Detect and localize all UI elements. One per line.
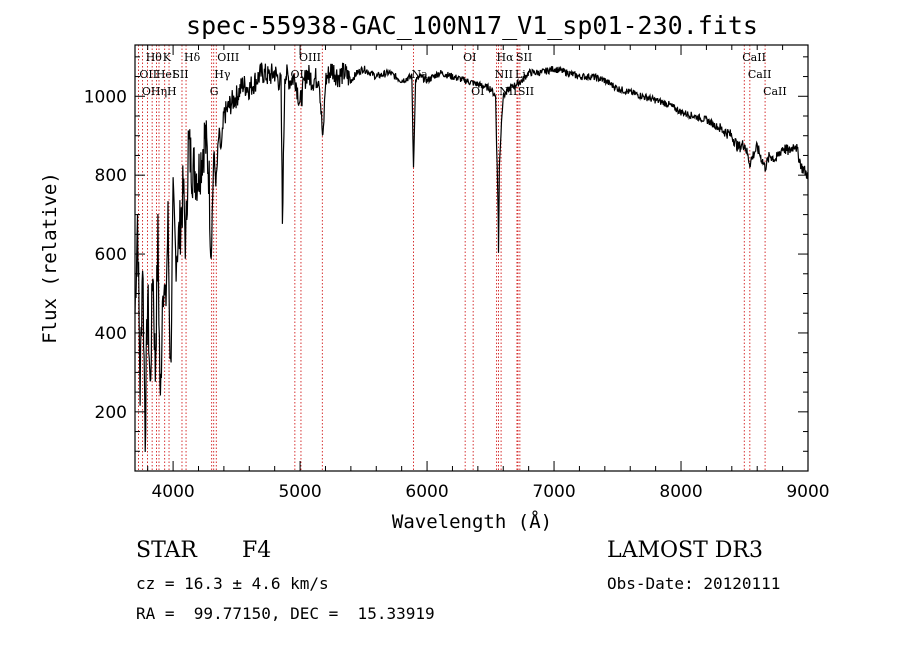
object-subclass: F4 [242, 538, 272, 563]
y-axis-label: Flux (relative) [39, 172, 61, 344]
annotation-14: OI [463, 51, 476, 64]
y-tick-label: 1000 [84, 87, 127, 107]
object-class: STAR [136, 538, 197, 563]
annotation-8: OIII [217, 51, 239, 64]
obs-date-text: Obs-Date: 20120111 [607, 574, 781, 593]
x-tick-label: 7000 [532, 482, 575, 502]
annotation-7: H [167, 85, 177, 98]
chart-title: spec-55938-GAC_100N17_V1_sp01-230.fits [186, 11, 758, 40]
annotation-22: CaII [742, 51, 766, 64]
x-tick-label: 6000 [405, 482, 448, 502]
annotation-10: G [210, 85, 219, 98]
annotation-4: HeI [156, 68, 176, 81]
annotation-2: Hδ [184, 51, 201, 64]
x-tick-label: 9000 [786, 482, 829, 502]
annotation-16: Hα [497, 51, 515, 64]
y-tick-label: 400 [95, 324, 127, 344]
annotation-21: SII [518, 85, 534, 98]
x-axis-label: Wavelength (Å) [392, 510, 552, 533]
annotation-17: SII [516, 51, 532, 64]
annotation-19: Li [515, 68, 526, 81]
y-tick-label: 800 [95, 166, 127, 186]
annotation-6: OHη [142, 85, 167, 98]
plot-frame [134, 44, 809, 472]
x-tick-label: 5000 [278, 482, 321, 502]
annotation-23: CaII [748, 68, 772, 81]
annotation-0: Hθ [146, 51, 163, 64]
x-tick-label: 8000 [659, 482, 702, 502]
y-tick-label: 200 [95, 403, 127, 423]
axis-ticks: 4000 5000 6000 7000 8000 9000 200 400 600 800 1000 [84, 45, 830, 502]
spectrum-line [134, 62, 809, 453]
annotation-9: Hγ [214, 68, 231, 81]
y-tick-label: 600 [95, 245, 127, 265]
survey-name: LAMOST DR3 [607, 538, 763, 563]
annotation-11: OIII [299, 51, 321, 64]
redshift-text: cz = 16.3 ± 4.6 km/s [136, 574, 329, 593]
annotation-1: K [163, 51, 172, 64]
annotation-18: NII [495, 68, 513, 81]
annotation-24: CaII [763, 85, 787, 98]
annotation-3: OII [139, 68, 157, 81]
x-tick-label: 4000 [151, 482, 194, 502]
line-markers [138, 45, 766, 471]
coordinates-text: RA = 99.77150, DEC = 15.33919 [136, 604, 435, 623]
annotation-5: SII [172, 68, 188, 81]
